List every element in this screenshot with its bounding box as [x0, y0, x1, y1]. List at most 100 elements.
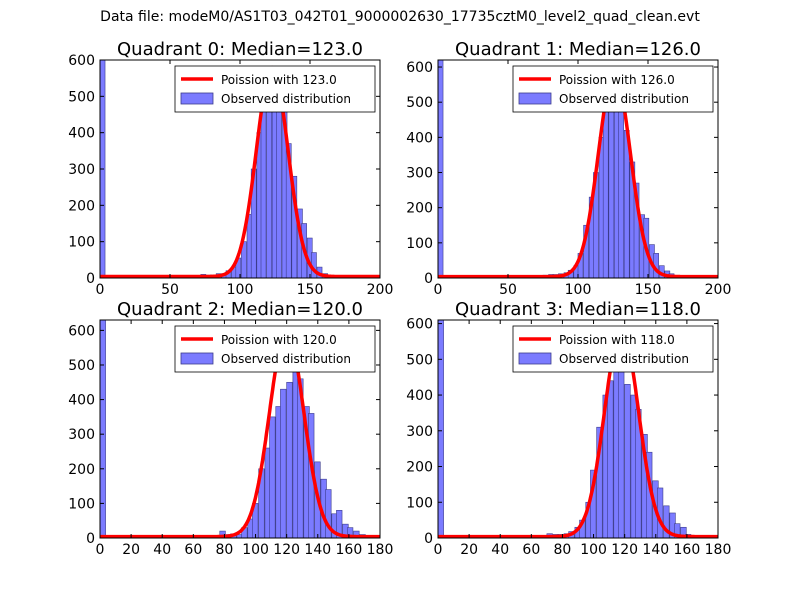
histogram-bar — [607, 380, 614, 538]
figure-title: Data file: modeM0/AS1T03_042T01_90000026… — [100, 9, 700, 25]
x-tick-label: 150 — [297, 282, 324, 298]
histogram-bar — [286, 381, 293, 538]
y-tick-label: 400 — [406, 130, 433, 146]
histogram-bar — [633, 182, 640, 278]
y-tick-label: 0 — [424, 531, 433, 547]
x-tick-label: 100 — [580, 542, 607, 558]
x-tick-label: 0 — [96, 282, 105, 298]
y-tick-label: 500 — [68, 89, 95, 105]
legend: Poission with 126.0 Observed distribution — [512, 65, 714, 113]
legend-label: Poission with 126.0 — [559, 73, 675, 87]
poisson-fit-line — [438, 70, 718, 278]
y-tick-label: 600 — [406, 60, 433, 76]
y-tick-label: 0 — [86, 531, 95, 547]
histogram-bar — [100, 60, 106, 278]
legend-label: Observed distribution — [559, 92, 689, 106]
legend-label: Poission with 120.0 — [221, 333, 337, 347]
poisson-fit-line — [100, 328, 380, 538]
x-tick-label: 180 — [367, 542, 394, 558]
subplot-title: Quadrant 2: Median=120.0 — [117, 299, 363, 320]
y-tick-label: 100 — [68, 496, 95, 512]
y-tick-label: 400 — [406, 388, 433, 404]
y-tick-label: 100 — [68, 235, 95, 251]
x-tick-label: 0 — [434, 542, 443, 558]
x-tick-label: 160 — [674, 542, 701, 558]
x-tick-label: 0 — [434, 282, 443, 298]
y-tick-label: 500 — [406, 352, 433, 368]
histogram-bar — [266, 88, 272, 278]
y-tick-label: 600 — [68, 53, 95, 69]
x-tick-label: 100 — [242, 542, 269, 558]
legend-bar-swatch — [180, 92, 214, 105]
x-tick-label: 40 — [491, 542, 509, 558]
x-tick-label: 160 — [336, 542, 363, 558]
subplot-title: Quadrant 1: Median=126.0 — [455, 39, 701, 60]
histogram-bar — [276, 92, 282, 278]
subplot-quadrant-3: 0 20 40 60 80 100 120 140 160 1800100200300400500… — [406, 299, 731, 558]
legend-label: Poission with 118.0 — [559, 333, 675, 347]
y-tick-label: 400 — [68, 393, 95, 409]
subplot-quadrant-2: 0 20 40 60 80 100 120 140 160 1800100200300400500… — [68, 299, 393, 558]
subplot-title: Quadrant 3: Median=118.0 — [455, 299, 701, 320]
legend: Poission with 123.0 Observed distribution — [174, 65, 376, 113]
x-tick-label: 140 — [642, 542, 669, 558]
poisson-fit-line — [100, 65, 380, 278]
histogram-bar — [336, 510, 343, 538]
axes-frame — [99, 319, 381, 539]
y-tick-label: 600 — [406, 317, 433, 333]
x-tick-label: 60 — [184, 542, 202, 558]
y-tick-label: 0 — [86, 271, 95, 287]
histogram-bar — [280, 388, 287, 538]
legend-label: Poission with 123.0 — [221, 73, 337, 87]
x-tick-label: 120 — [273, 542, 300, 558]
legend-bar-swatch — [180, 352, 214, 365]
legend-bar-swatch — [518, 352, 552, 365]
x-tick-label: 80 — [554, 542, 572, 558]
histogram-bar — [602, 108, 609, 278]
y-tick-label: 300 — [68, 427, 95, 443]
x-tick-label: 80 — [216, 542, 234, 558]
x-tick-label: 0 — [96, 542, 105, 558]
y-tick-label: 200 — [68, 462, 95, 478]
x-tick-label: 140 — [304, 542, 331, 558]
y-tick-label: 400 — [68, 126, 95, 142]
y-tick-label: 200 — [406, 201, 433, 217]
x-tick-label: 40 — [153, 542, 171, 558]
x-tick-label: 100 — [227, 282, 254, 298]
histogram-bar — [438, 60, 444, 278]
histogram-bar — [608, 91, 615, 278]
histogram-bar — [618, 101, 624, 278]
y-tick-label: 100 — [406, 495, 433, 511]
y-tick-label: 200 — [68, 198, 95, 214]
y-tick-label: 300 — [68, 162, 95, 178]
x-tick-label: 200 — [367, 282, 394, 298]
histogram-bar — [438, 320, 444, 538]
legend-bar-swatch — [518, 92, 552, 105]
subplot-quadrant-0: 0 50 100 150 200 0 100 200 300 400 500 600 Quadrant … — [68, 39, 393, 298]
y-tick-label: 300 — [406, 424, 433, 440]
x-tick-label: 60 — [522, 542, 540, 558]
histogram-bar — [269, 416, 276, 538]
subplot-title: Quadrant 0: Median=123.0 — [117, 39, 363, 60]
histogram-bar — [624, 384, 631, 538]
legend-label: Observed distribution — [559, 352, 689, 366]
x-tick-label: 20 — [122, 542, 140, 558]
legend: Poission with 118.0 Observed distribution — [512, 325, 714, 373]
x-tick-label: 180 — [705, 542, 732, 558]
y-tick-label: 300 — [406, 166, 433, 182]
y-tick-label: 100 — [406, 236, 433, 252]
legend: Poission with 120.0 Observed distribution — [174, 325, 376, 373]
y-tick-label: 500 — [68, 358, 95, 374]
y-tick-label: 500 — [406, 95, 433, 111]
x-tick-label: 200 — [705, 282, 732, 298]
x-tick-label: 50 — [161, 282, 179, 298]
axes-frame — [437, 319, 719, 539]
x-tick-label: 20 — [460, 542, 478, 558]
legend-label: Observed distribution — [221, 92, 351, 106]
x-tick-label: 150 — [635, 282, 662, 298]
x-tick-label: 50 — [499, 282, 517, 298]
x-tick-label: 100 — [565, 282, 592, 298]
y-tick-label: 0 — [424, 271, 433, 287]
legend-label: Observed distribution — [221, 352, 351, 366]
